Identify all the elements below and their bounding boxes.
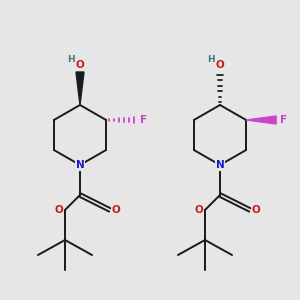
Text: O: O — [55, 205, 63, 215]
Text: H: H — [67, 56, 75, 64]
Text: N: N — [216, 160, 224, 170]
Text: O: O — [112, 205, 120, 215]
Text: F: F — [280, 115, 287, 125]
Text: O: O — [216, 60, 224, 70]
Text: O: O — [195, 205, 203, 215]
Polygon shape — [76, 72, 84, 105]
Text: H: H — [207, 56, 215, 64]
Polygon shape — [246, 116, 276, 124]
Text: F: F — [140, 115, 147, 125]
Text: N: N — [76, 160, 84, 170]
Text: O: O — [76, 60, 84, 70]
Text: O: O — [252, 205, 260, 215]
